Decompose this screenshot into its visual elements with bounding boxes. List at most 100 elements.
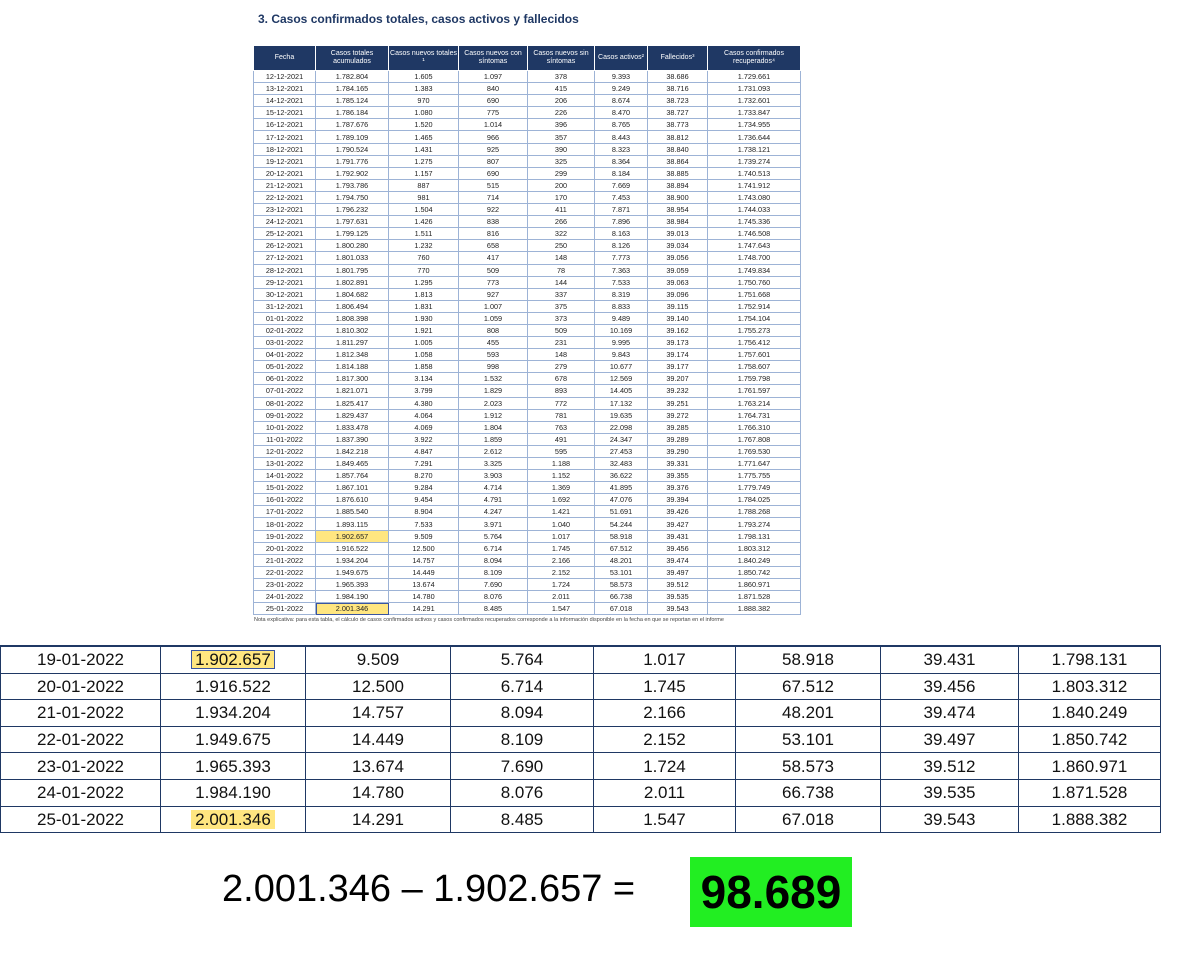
table-cell: 509 — [458, 263, 528, 277]
zoomed-cell: 58.918 — [735, 645, 881, 674]
zoomed-cell: 1.902.657 — [160, 645, 306, 674]
table-cell: 4.714 — [458, 481, 528, 495]
table-cell: 4.791 — [458, 493, 528, 507]
table-cell: 14.291 — [388, 602, 459, 616]
table-cell: 39.174 — [647, 348, 708, 362]
zoomed-cell: 2.152 — [593, 725, 736, 754]
table-cell: 772 — [527, 396, 595, 410]
zoomed-cell: 1.965.393 — [160, 752, 306, 780]
table-row: 24-12-2021 1.797.631 1.426 838 266 7.896 38.98… — [253, 215, 801, 229]
table-cell: 1.040 — [527, 517, 595, 531]
zoomed-cell: 8.109 — [450, 725, 594, 754]
table-cell: 39.290 — [647, 444, 708, 459]
zoomed-cell: 53.101 — [735, 725, 881, 754]
zoomed-cell: 1.916.522 — [160, 672, 306, 701]
highlighted-value: 1.902.657 — [191, 650, 275, 670]
table-cell: 970 — [388, 94, 459, 108]
table-cell: 4.064 — [388, 408, 459, 422]
table-cell: 39.232 — [647, 384, 708, 398]
zoomed-cell: 19-01-2022 — [0, 645, 161, 674]
table-cell: 12-12-2021 — [253, 69, 316, 84]
table-cell: 17.132 — [594, 396, 648, 410]
table-cell: 39.115 — [647, 299, 708, 313]
table-cell: 781 — [527, 408, 595, 422]
table-cell: 1.930 — [388, 311, 459, 325]
table-cell: 1.888.382 — [707, 602, 801, 616]
table-cell: 1.794.750 — [315, 190, 389, 205]
table-cell: 8.319 — [594, 287, 648, 301]
table-cell: 2.612 — [458, 444, 528, 459]
table-cell: 7.871 — [594, 203, 648, 217]
table-row: 21-12-2021 1.793.786 887 515 200 7.669 38.894 1… — [253, 178, 801, 192]
table-cell: 39.140 — [647, 311, 708, 325]
table-cell: 1.532 — [458, 372, 528, 386]
table-cell: 39.355 — [647, 469, 708, 483]
table-cell: 1.840.249 — [707, 553, 801, 567]
table-cell: 14-01-2022 — [253, 469, 316, 483]
zoomed-row: 20-01-2022 1.916.522 12.500 6.714 1.745 67.51… — [0, 672, 1161, 701]
table-cell: 396 — [527, 118, 595, 132]
table-cell: 7.363 — [594, 263, 648, 277]
table-cell: 1.767.808 — [707, 432, 801, 446]
table-cell: 38.954 — [647, 203, 708, 217]
table-row: 27-12-2021 1.801.033 760 417 148 7.773 39.056 1… — [253, 251, 801, 265]
table-cell: 1.421 — [527, 505, 595, 519]
table-cell: 1.857.764 — [315, 469, 389, 483]
zoomed-cell: 1.984.190 — [160, 778, 306, 807]
table-cell: 54.244 — [594, 517, 648, 531]
table-cell: 28-12-2021 — [253, 263, 316, 277]
table-cell: 1.744.033 — [707, 203, 801, 217]
table-cell: 1.831 — [388, 299, 459, 313]
table-cell: 411 — [527, 203, 595, 217]
table-row: 26-12-2021 1.800.280 1.232 658 250 8.126 39.03… — [253, 239, 801, 253]
table-row: 16-12-2021 1.787.676 1.520 1.014 396 8.765 38.… — [253, 118, 801, 132]
table-cell: 8.364 — [594, 154, 648, 168]
table-cell: 39.251 — [647, 396, 708, 410]
zoomed-row: 22-01-2022 1.949.675 14.449 8.109 2.152 53.10… — [0, 725, 1161, 754]
table-cell: 1.804 — [458, 420, 528, 434]
table-row: 15-01-2022 1.867.101 9.284 4.714 1.369 41.895… — [253, 481, 801, 495]
table-row: 04-01-2022 1.812.348 1.058 593 148 9.843 39.17… — [253, 348, 801, 362]
table-cell: 38.686 — [647, 69, 708, 84]
table-cell: 53.101 — [594, 565, 648, 579]
column-header: Casos totales acumulados — [315, 45, 389, 71]
table-cell: 1.734.955 — [707, 118, 801, 132]
table-cell: 1.860.971 — [707, 577, 801, 592]
table-cell: 39.474 — [647, 553, 708, 567]
table-cell: 1.796.232 — [315, 203, 389, 217]
table-cell: 1.761.597 — [707, 384, 801, 398]
zoomed-cell: 1.860.971 — [1018, 752, 1161, 780]
table-cell: 1.059 — [458, 311, 528, 325]
table-cell: 1.766.310 — [707, 420, 801, 434]
table-cell: 1.740.513 — [707, 166, 801, 180]
table-cell: 9.509 — [388, 529, 459, 543]
table-cell: 22-01-2022 — [253, 565, 316, 579]
table-cell: 39.013 — [647, 227, 708, 241]
zoomed-cell: 39.431 — [880, 645, 1019, 674]
table-cell: 998 — [458, 360, 528, 374]
table-cell: 8.443 — [594, 130, 648, 144]
table-cell: 1.813 — [388, 287, 459, 301]
table-cell: 7.533 — [388, 517, 459, 531]
table-row: 10-01-2022 1.833.478 4.069 1.804 763 22.098 39… — [253, 420, 801, 434]
table-row: 03-01-2022 1.811.297 1.005 455 231 9.995 39.17… — [253, 336, 801, 350]
table-cell: 491 — [527, 432, 595, 446]
table-cell: 9.284 — [388, 481, 459, 495]
zoomed-cell: 23-01-2022 — [0, 752, 161, 780]
table-cell: 39.456 — [647, 541, 708, 555]
table-cell: 690 — [458, 166, 528, 180]
table-cell: 1.949.675 — [315, 565, 389, 579]
table-row: 16-01-2022 1.876.610 9.454 4.791 1.692 47.076… — [253, 493, 801, 507]
table-row: 24-01-2022 1.984.190 14.780 8.076 2.011 66.73… — [253, 590, 801, 604]
table-cell: 1.752.914 — [707, 299, 801, 313]
table-cell: 1.829.437 — [315, 408, 389, 422]
table-cell: 13-01-2022 — [253, 456, 316, 471]
table-cell: 10.677 — [594, 360, 648, 374]
table-cell: 922 — [458, 203, 528, 217]
column-header: Casos nuevos totales ¹ — [388, 45, 459, 71]
table-cell: 18-01-2022 — [253, 517, 316, 531]
table-cell: 1.504 — [388, 203, 459, 217]
table-cell: 47.076 — [594, 493, 648, 507]
table-cell: 39.431 — [647, 529, 708, 543]
table-cell: 1.790.524 — [315, 142, 389, 156]
